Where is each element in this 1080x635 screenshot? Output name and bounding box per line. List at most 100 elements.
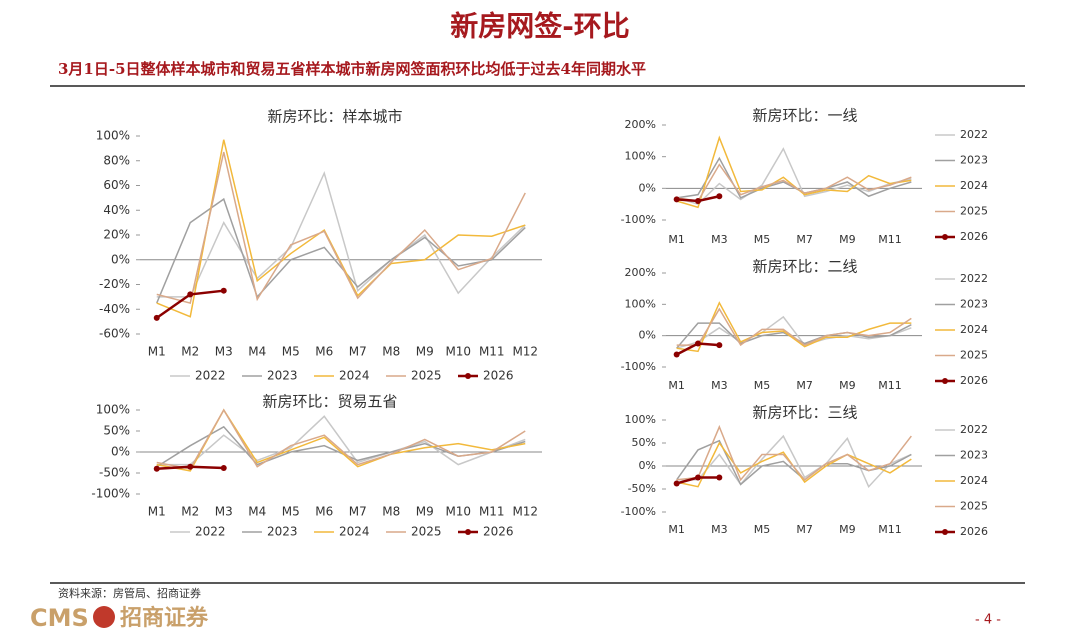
x-tick-label: M5 [282, 345, 300, 359]
y-tick-label: -40% [99, 302, 130, 316]
x-tick-label: M7 [349, 505, 367, 519]
series-line [676, 307, 912, 347]
x-tick-label: M8 [382, 505, 400, 519]
x-tick-label: M11 [878, 233, 902, 246]
point [187, 463, 194, 470]
x-tick-label: M1 [668, 523, 685, 536]
point [695, 340, 701, 347]
y-tick-label: 60% [103, 178, 130, 192]
legend-marker [942, 378, 948, 384]
legend-label: 2026 [483, 525, 514, 539]
logo-text: CMS [30, 604, 89, 632]
series-line [676, 163, 912, 202]
legend-label: 2024 [960, 179, 988, 192]
legend-label: 2023 [267, 369, 298, 383]
series-line [676, 424, 912, 482]
series-line [156, 415, 526, 466]
page-subtitle: 3月1日-5日整体样本城市和贸易五省样本城市新房网签面积环比均低于过去4年同期水… [58, 60, 646, 78]
x-tick-label: M11 [878, 523, 902, 536]
y-tick-label: -100% [621, 360, 656, 373]
point [220, 287, 227, 294]
legend-label: 2022 [960, 128, 988, 141]
x-tick-label: M9 [416, 345, 434, 359]
legend-label: 2025 [960, 205, 988, 218]
y-tick-label: 20% [103, 228, 130, 242]
x-tick-label: M10 [445, 505, 471, 519]
x-tick-label: M7 [796, 523, 813, 536]
y-tick-label: 0% [111, 252, 130, 266]
legend-marker [942, 234, 948, 240]
legend-marker [942, 529, 948, 535]
legend-label: 2024 [339, 369, 370, 383]
x-tick-label: M6 [315, 505, 333, 519]
x-tick-label: M2 [181, 345, 199, 359]
legend-label: 2025 [960, 349, 988, 362]
x-tick-label: M9 [416, 505, 434, 519]
y-tick-label: 50% [632, 436, 656, 449]
x-tick-label: M12 [512, 505, 538, 519]
legend-label: 2026 [960, 374, 988, 387]
x-tick-label: M5 [754, 233, 771, 246]
point [716, 342, 723, 349]
series-line [676, 301, 912, 353]
x-tick-label: M1 [668, 379, 685, 392]
x-tick-label: M4 [248, 505, 266, 519]
point [673, 196, 680, 203]
point [673, 351, 680, 358]
y-tick-label: -100% [91, 487, 130, 501]
point [695, 474, 701, 481]
y-tick-label: -50% [99, 466, 130, 480]
y-tick-label: 100% [625, 297, 656, 310]
x-tick-label: M11 [878, 379, 902, 392]
legend-label: 2022 [960, 272, 988, 285]
x-tick-label: M9 [839, 379, 856, 392]
x-tick-label: M1 [148, 345, 166, 359]
series-line [676, 434, 912, 489]
x-tick-label: M7 [349, 345, 367, 359]
point [220, 464, 227, 471]
y-tick-label: 80% [103, 153, 130, 167]
y-tick-label: 100% [625, 413, 656, 426]
chart-title: 新房环比：二线 [752, 258, 857, 276]
x-tick-label: M5 [754, 379, 771, 392]
x-tick-label: M3 [711, 379, 728, 392]
source-note: 资料来源：房管局、招商证券 [58, 586, 201, 600]
y-tick-label: 50% [103, 424, 130, 438]
legend-label: 2023 [960, 449, 988, 462]
x-tick-label: M1 [148, 505, 166, 519]
y-tick-label: 0% [111, 445, 130, 459]
series-line [676, 315, 912, 349]
legend-label: 2023 [960, 298, 988, 311]
x-tick-label: M2 [181, 505, 199, 519]
legend-label: 2023 [267, 525, 298, 539]
y-tick-label: 100% [96, 403, 130, 417]
x-tick-label: M4 [248, 345, 266, 359]
series-line [156, 408, 526, 470]
y-tick-label: -100% [621, 505, 656, 518]
legend-label: 2024 [339, 525, 370, 539]
x-tick-label: M9 [839, 523, 856, 536]
series-line [156, 151, 526, 304]
legend-label: 2024 [960, 323, 988, 336]
x-tick-label: M3 [215, 505, 233, 519]
x-tick-label: M9 [839, 233, 856, 246]
x-tick-label: M7 [796, 379, 813, 392]
legend-label: 2025 [411, 369, 442, 383]
logo-icon [93, 606, 115, 628]
point [153, 314, 160, 321]
y-tick-label: 40% [103, 203, 130, 217]
y-tick-label: 0% [639, 329, 656, 342]
y-tick-label: 200% [625, 118, 656, 131]
x-tick-label: M8 [382, 345, 400, 359]
x-tick-label: M3 [711, 523, 728, 536]
legend-label: 2022 [960, 423, 988, 436]
y-tick-label: 100% [625, 150, 656, 163]
point [153, 465, 160, 472]
x-tick-label: M1 [668, 233, 685, 246]
page-title: 新房网签-环比 [450, 10, 630, 43]
x-tick-label: M10 [445, 345, 471, 359]
chart-title: 新房环比：三线 [752, 404, 857, 422]
y-tick-label: -50% [628, 482, 656, 495]
x-tick-label: M5 [282, 505, 300, 519]
